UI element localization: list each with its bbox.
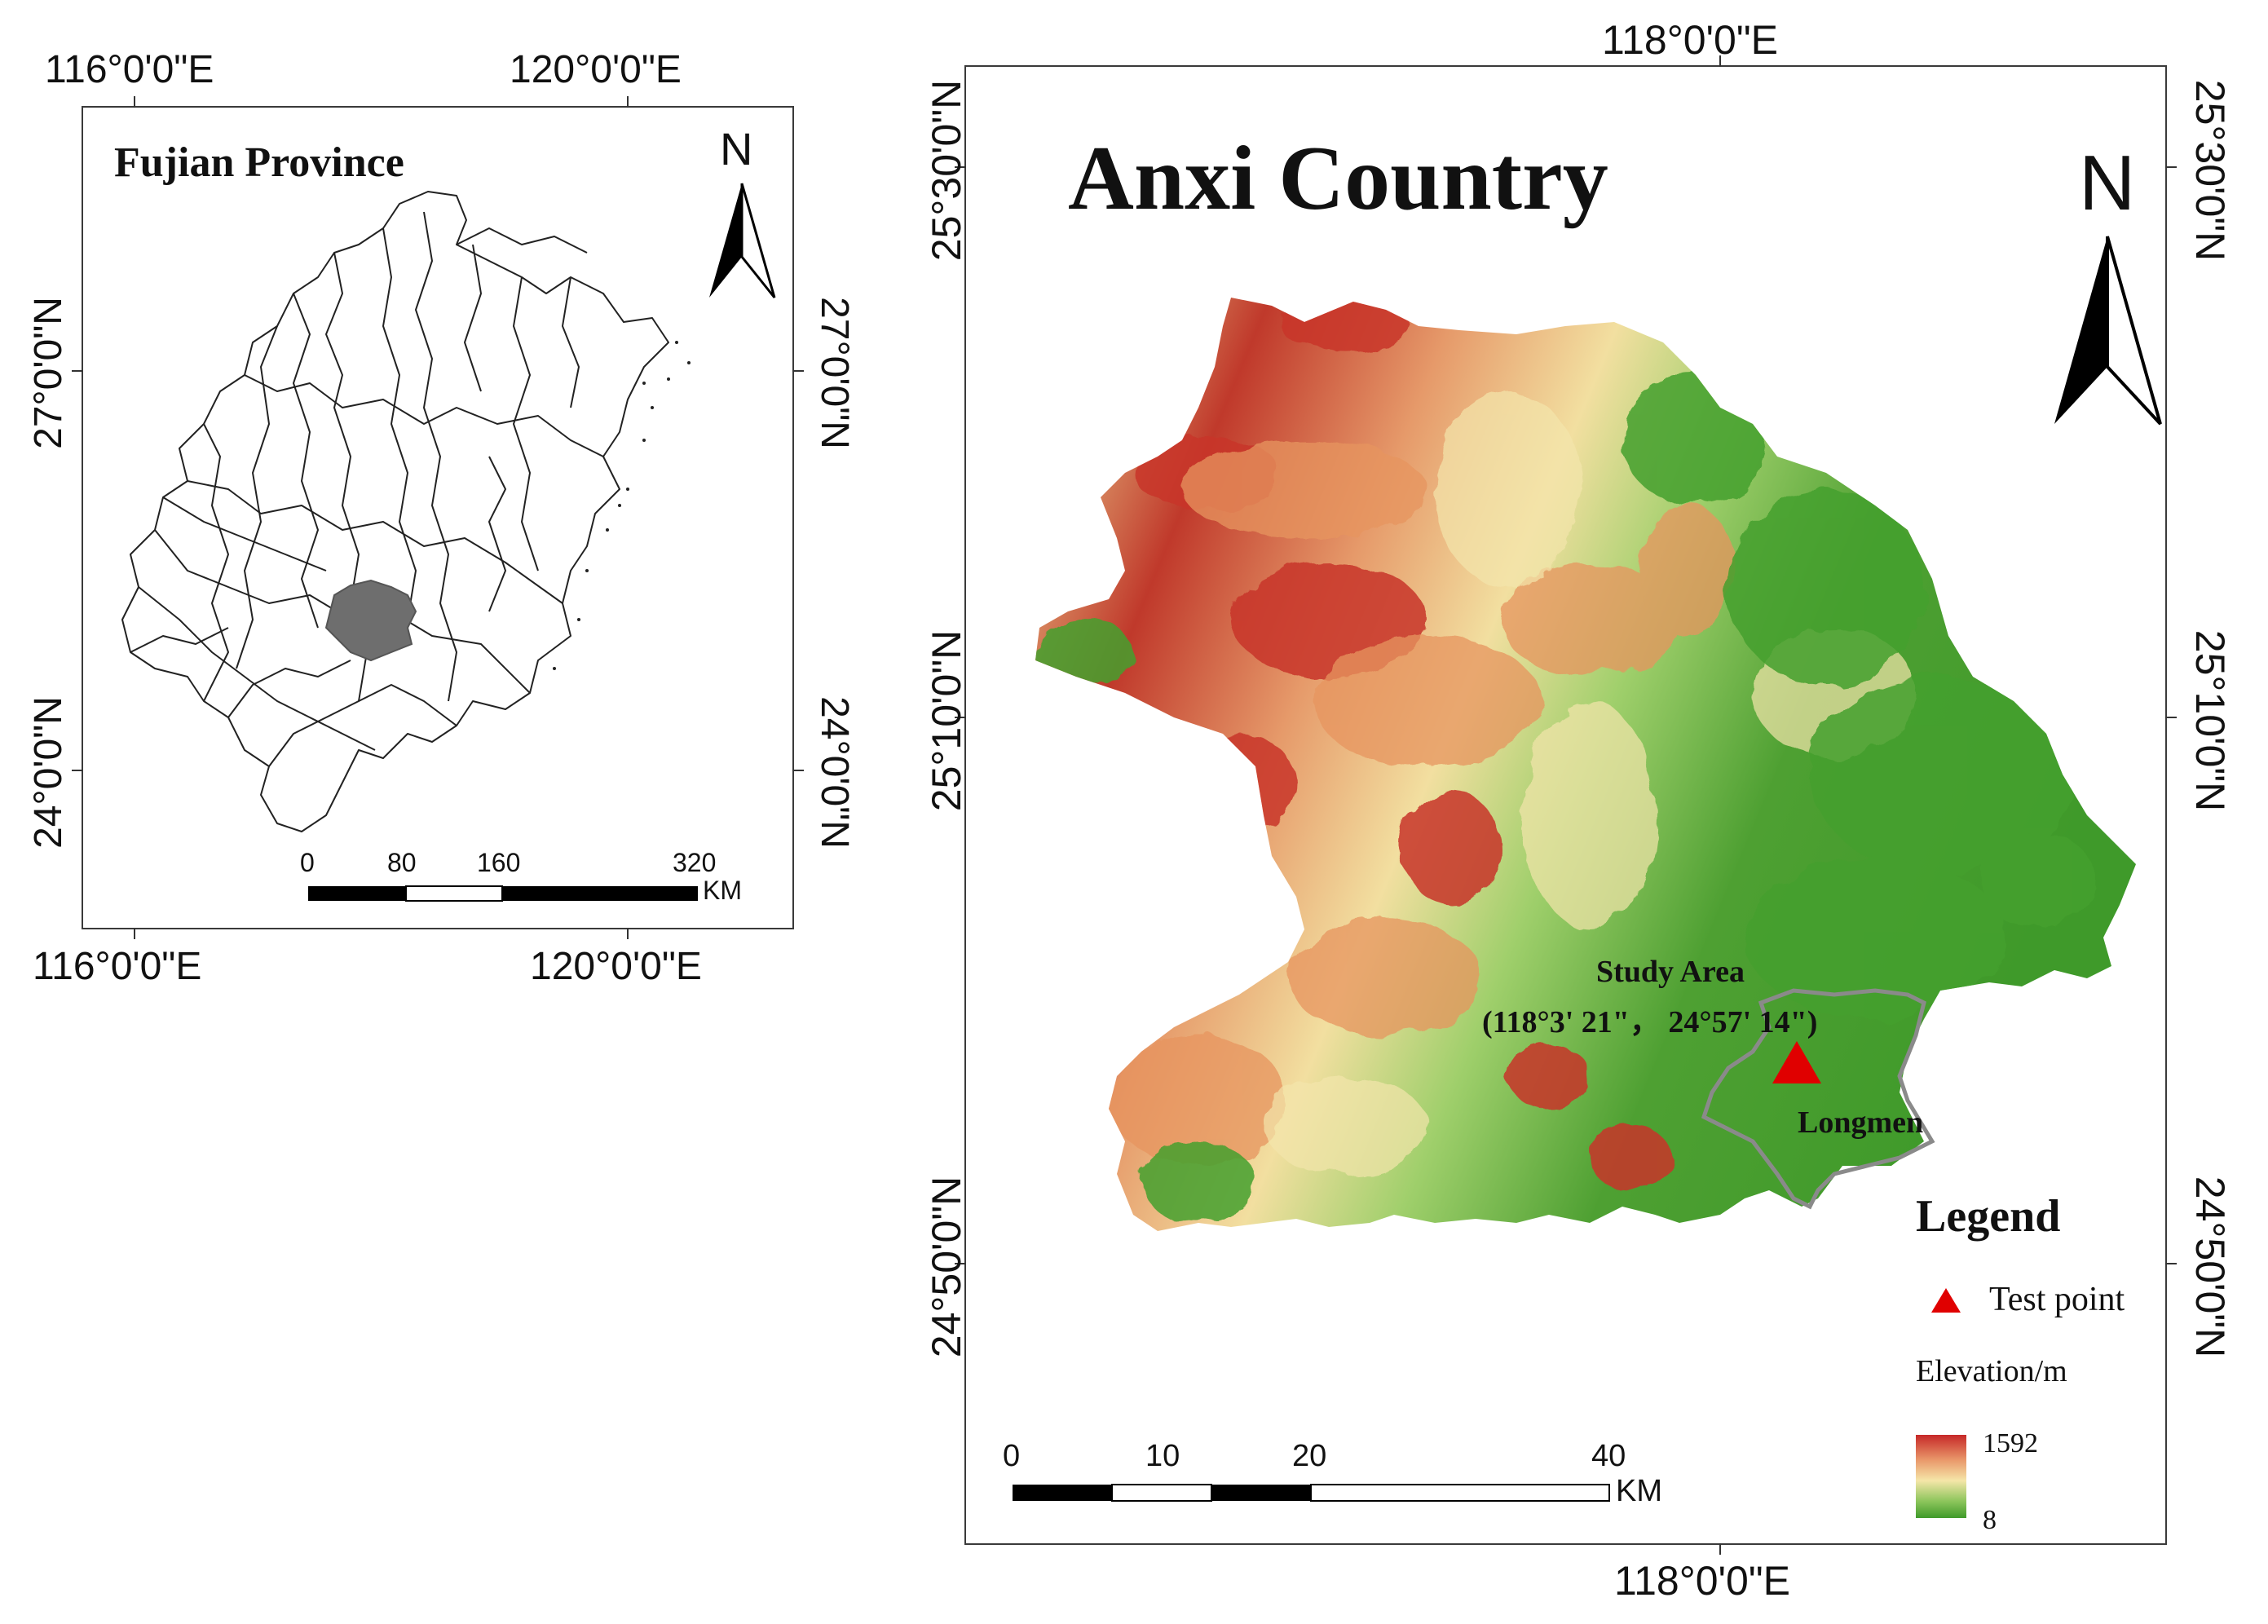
main-scale-tick-0: 0 (1003, 1439, 1021, 1473)
place-label-longmen: Longmen (1798, 1105, 1924, 1140)
legend-elevation-title: Elevation/m (1916, 1354, 2067, 1388)
inset-north-letter: N (720, 123, 753, 174)
legend-test-point-icon (1931, 1288, 1961, 1313)
legend-title: Legend (1916, 1191, 2061, 1242)
legend-elevation-max: 1592 (1983, 1428, 2038, 1459)
main-scale-bar (1013, 1484, 1610, 1502)
inset-scale-tick-320: 320 (673, 848, 717, 877)
main-top-lon: 118°0'0"E (1602, 17, 1778, 63)
main-north-arrow-icon (2054, 236, 2162, 426)
legend-elevation-min: 8 (1983, 1505, 1997, 1535)
main-scale-tick-20: 20 (1292, 1439, 1327, 1473)
test-point-marker (1772, 1041, 1821, 1083)
inset-scale-unit: KM (703, 876, 742, 905)
main-north-letter: N (2079, 139, 2136, 227)
inset-top-lon-1: 116°0'0"E (45, 48, 214, 91)
main-scale-tick-40: 40 (1591, 1439, 1626, 1473)
main-bottom-lon: 118°0'0"E (1614, 1558, 1790, 1604)
inset-scale-tick-0: 0 (300, 848, 315, 877)
inset-scale-bar (308, 885, 698, 902)
study-area-coordinates: (118°3' 21"， 24°57' 14") (1482, 1005, 1818, 1039)
inset-bottom-lon-2: 120°0'0"E (530, 945, 702, 988)
legend-elevation-ramp (1916, 1435, 1966, 1518)
main-scale-unit: KM (1616, 1474, 1662, 1508)
study-area-label: Study Area (1596, 955, 1745, 989)
legend-test-point-label: Test point (1989, 1281, 2125, 1318)
main-scale-tick-10: 10 (1145, 1439, 1180, 1473)
anxi-highlight (324, 579, 417, 662)
study-area-boundary (1701, 988, 1935, 1210)
inset-north-arrow-icon (709, 183, 776, 298)
inset-scale-tick-80: 80 (387, 848, 417, 877)
main-title: Anxi Country (1068, 128, 1608, 229)
inset-map-frame (82, 106, 794, 929)
inset-bottom-lon-1: 116°0'0"E (33, 945, 202, 988)
inset-title: Fujian Province (114, 139, 404, 186)
inset-top-lon-2: 120°0'0"E (510, 48, 682, 91)
inset-scale-tick-160: 160 (477, 848, 521, 877)
